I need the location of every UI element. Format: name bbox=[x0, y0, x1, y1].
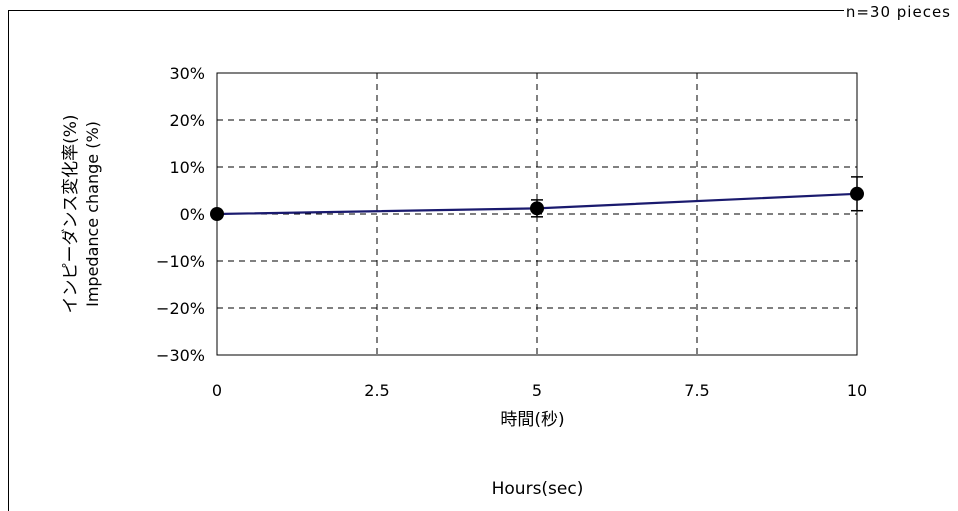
sample-size-note: n=30 pieces bbox=[843, 3, 953, 21]
y-tick-label: 20% bbox=[169, 111, 205, 130]
data-point bbox=[850, 186, 864, 201]
y-tick-labels: 30% 20% 10% 0% −10% −20% −30% bbox=[156, 64, 205, 365]
x-tick-label: 5 bbox=[532, 381, 542, 400]
y-tick-label: 30% bbox=[169, 64, 205, 83]
x-axis-label-en: Hours(sec) bbox=[491, 479, 584, 499]
x-tick-label: 2.5 bbox=[364, 381, 389, 400]
x-tick-labels: 0 2.5 5 7.5 10 bbox=[212, 381, 867, 400]
y-tick-label: −30% bbox=[156, 346, 205, 365]
y-axis-label-en: Impedance change (%) bbox=[83, 121, 102, 307]
y-tick-label: 10% bbox=[169, 158, 205, 177]
x-tick-label: 7.5 bbox=[684, 381, 709, 400]
data-point bbox=[210, 207, 224, 221]
x-tick-label: 10 bbox=[847, 381, 867, 400]
x-axis-label-jp: 時間(秒) bbox=[500, 410, 565, 430]
y-tick-label: 0% bbox=[180, 205, 205, 224]
figure-frame: n=30 pieces bbox=[8, 3, 953, 511]
y-tick-label: −20% bbox=[156, 299, 205, 318]
y-axis-label-jp: インピーダンス変化率(%) bbox=[61, 114, 81, 313]
data-point bbox=[530, 201, 544, 216]
y-tick-label: −10% bbox=[156, 252, 205, 271]
x-tick-label: 0 bbox=[212, 381, 222, 400]
series-layer bbox=[210, 176, 864, 221]
